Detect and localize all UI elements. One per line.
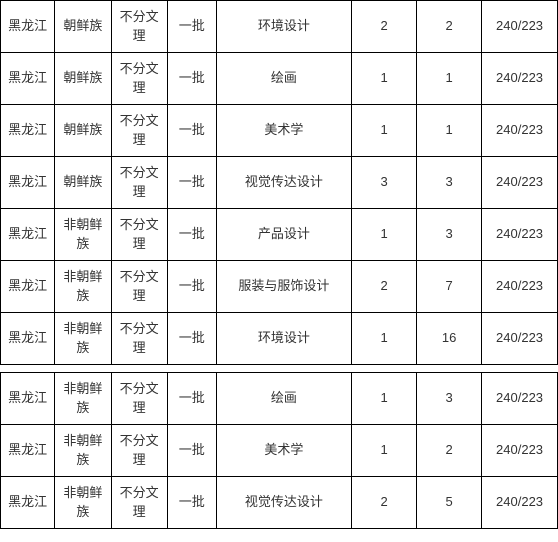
cell-num1: 2	[352, 261, 417, 313]
cell-num2: 7	[417, 261, 482, 313]
table-row: 黑龙江朝鲜族不分文理一批视觉传达设计33240/223	[1, 157, 558, 209]
cell-batch: 一批	[167, 53, 216, 105]
table-row: 黑龙江非朝鲜族不分文理一批绘画13240/223	[1, 373, 558, 425]
cell-batch: 一批	[167, 157, 216, 209]
cell-ethnic: 非朝鲜族	[55, 425, 111, 477]
cell-batch: 一批	[167, 425, 216, 477]
cell-artsci: 不分文理	[111, 425, 167, 477]
cell-score: 240/223	[482, 373, 558, 425]
cell-num2: 3	[417, 157, 482, 209]
cell-score: 240/223	[482, 1, 558, 53]
cell-major: 视觉传达设计	[216, 477, 351, 529]
cell-score: 240/223	[482, 313, 558, 365]
cell-major: 环境设计	[216, 1, 351, 53]
cell-ethnic: 朝鲜族	[55, 1, 111, 53]
table-body: 黑龙江朝鲜族不分文理一批环境设计22240/223黑龙江朝鲜族不分文理一批绘画1…	[1, 1, 558, 529]
cell-ethnic: 非朝鲜族	[55, 261, 111, 313]
cell-major: 视觉传达设计	[216, 157, 351, 209]
cell-batch: 一批	[167, 209, 216, 261]
cell-artsci: 不分文理	[111, 261, 167, 313]
cell-ethnic: 朝鲜族	[55, 157, 111, 209]
cell-artsci: 不分文理	[111, 53, 167, 105]
admission-table: 黑龙江朝鲜族不分文理一批环境设计22240/223黑龙江朝鲜族不分文理一批绘画1…	[0, 0, 558, 529]
cell-major: 绘画	[216, 373, 351, 425]
cell-major: 美术学	[216, 105, 351, 157]
cell-num2: 3	[417, 209, 482, 261]
cell-province: 黑龙江	[1, 425, 55, 477]
cell-num1: 1	[352, 313, 417, 365]
cell-province: 黑龙江	[1, 1, 55, 53]
cell-province: 黑龙江	[1, 261, 55, 313]
cell-artsci: 不分文理	[111, 1, 167, 53]
cell-score: 240/223	[482, 209, 558, 261]
table-row: 黑龙江非朝鲜族不分文理一批产品设计13240/223	[1, 209, 558, 261]
table-row: 黑龙江非朝鲜族不分文理一批服装与服饰设计27240/223	[1, 261, 558, 313]
cell-major: 环境设计	[216, 313, 351, 365]
cell-ethnic: 非朝鲜族	[55, 373, 111, 425]
cell-ethnic: 非朝鲜族	[55, 313, 111, 365]
cell-num1: 1	[352, 53, 417, 105]
cell-score: 240/223	[482, 425, 558, 477]
table-row: 黑龙江非朝鲜族不分文理一批视觉传达设计25240/223	[1, 477, 558, 529]
cell-major: 服装与服饰设计	[216, 261, 351, 313]
cell-num2: 16	[417, 313, 482, 365]
cell-major: 绘画	[216, 53, 351, 105]
cell-major: 美术学	[216, 425, 351, 477]
table-row: 黑龙江朝鲜族不分文理一批环境设计22240/223	[1, 1, 558, 53]
cell-artsci: 不分文理	[111, 209, 167, 261]
gap-row	[1, 365, 558, 373]
gap-cell	[1, 365, 558, 373]
cell-num1: 1	[352, 209, 417, 261]
cell-score: 240/223	[482, 477, 558, 529]
cell-batch: 一批	[167, 1, 216, 53]
cell-num1: 3	[352, 157, 417, 209]
cell-num1: 1	[352, 425, 417, 477]
cell-score: 240/223	[482, 157, 558, 209]
cell-score: 240/223	[482, 53, 558, 105]
cell-ethnic: 非朝鲜族	[55, 477, 111, 529]
cell-num2: 5	[417, 477, 482, 529]
cell-province: 黑龙江	[1, 477, 55, 529]
cell-num2: 1	[417, 53, 482, 105]
cell-ethnic: 朝鲜族	[55, 53, 111, 105]
cell-province: 黑龙江	[1, 373, 55, 425]
cell-num2: 2	[417, 425, 482, 477]
cell-artsci: 不分文理	[111, 477, 167, 529]
cell-num2: 2	[417, 1, 482, 53]
cell-num1: 1	[352, 373, 417, 425]
cell-artsci: 不分文理	[111, 105, 167, 157]
cell-num1: 2	[352, 477, 417, 529]
cell-score: 240/223	[482, 105, 558, 157]
cell-ethnic: 朝鲜族	[55, 105, 111, 157]
table-row: 黑龙江非朝鲜族不分文理一批环境设计116240/223	[1, 313, 558, 365]
cell-num2: 3	[417, 373, 482, 425]
table-row: 黑龙江朝鲜族不分文理一批美术学11240/223	[1, 105, 558, 157]
cell-batch: 一批	[167, 313, 216, 365]
cell-province: 黑龙江	[1, 157, 55, 209]
cell-batch: 一批	[167, 105, 216, 157]
cell-num1: 1	[352, 105, 417, 157]
cell-batch: 一批	[167, 373, 216, 425]
cell-province: 黑龙江	[1, 313, 55, 365]
cell-num2: 1	[417, 105, 482, 157]
cell-major: 产品设计	[216, 209, 351, 261]
cell-artsci: 不分文理	[111, 157, 167, 209]
cell-artsci: 不分文理	[111, 373, 167, 425]
cell-ethnic: 非朝鲜族	[55, 209, 111, 261]
cell-batch: 一批	[167, 477, 216, 529]
cell-province: 黑龙江	[1, 53, 55, 105]
cell-province: 黑龙江	[1, 209, 55, 261]
cell-artsci: 不分文理	[111, 313, 167, 365]
table-row: 黑龙江非朝鲜族不分文理一批美术学12240/223	[1, 425, 558, 477]
cell-batch: 一批	[167, 261, 216, 313]
cell-num1: 2	[352, 1, 417, 53]
table-row: 黑龙江朝鲜族不分文理一批绘画11240/223	[1, 53, 558, 105]
cell-province: 黑龙江	[1, 105, 55, 157]
cell-score: 240/223	[482, 261, 558, 313]
